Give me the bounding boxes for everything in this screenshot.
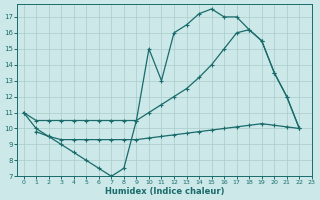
X-axis label: Humidex (Indice chaleur): Humidex (Indice chaleur) xyxy=(105,187,224,196)
